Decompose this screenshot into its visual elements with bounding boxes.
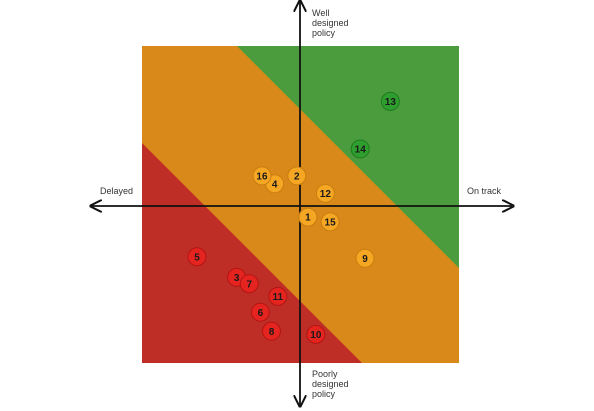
marker-circle: [187, 247, 207, 267]
marker-11: 11: [268, 286, 288, 306]
green-zone: [237, 46, 459, 268]
marker-label: 8: [269, 327, 275, 338]
marker-circle: [261, 321, 281, 341]
marker-9: 9: [355, 248, 375, 268]
marker-label: 10: [310, 330, 322, 341]
marker-label: 1: [305, 213, 311, 224]
red-zone: [142, 143, 362, 363]
marker-label: 6: [258, 308, 264, 319]
marker-circle: [298, 207, 318, 227]
marker-circle: [268, 286, 288, 306]
marker-circle: [315, 183, 335, 203]
marker-5: 5: [187, 247, 207, 267]
marker-8: 8: [261, 321, 281, 341]
marker-2: 2: [287, 166, 307, 186]
marker-circle: [350, 139, 370, 159]
marker-label: 12: [320, 189, 332, 200]
marker-label: 16: [256, 171, 268, 182]
marker-10: 10: [306, 324, 326, 344]
marker-circle: [380, 91, 400, 111]
axis-label-top: Well designed policy: [312, 8, 349, 38]
axis-label-left: Delayed: [100, 186, 134, 196]
marker-7: 7: [239, 274, 259, 294]
marker-label: 4: [272, 179, 278, 190]
marker-1: 1: [298, 207, 318, 227]
marker-label: 3: [234, 273, 240, 284]
marker-12: 12: [315, 183, 335, 203]
marker-circle: [320, 212, 340, 232]
axis-label-right: On track: [467, 186, 502, 196]
marker-15: 15: [320, 212, 340, 232]
marker-label: 13: [385, 97, 397, 108]
marker-14: 14: [350, 139, 370, 159]
marker-circle: [287, 166, 307, 186]
axis-label-bottom: Poorly designed policy: [312, 369, 349, 399]
marker-label: 2: [294, 171, 300, 182]
marker-circle: [250, 302, 270, 322]
marker-label: 5: [194, 252, 200, 263]
marker-label: 15: [325, 217, 337, 228]
marker-circle: [239, 274, 259, 294]
marker-label: 7: [246, 279, 252, 290]
marker-circle: [355, 248, 375, 268]
marker-13: 13: [380, 91, 400, 111]
marker-label: 11: [273, 292, 284, 303]
marker-16: 16: [252, 166, 272, 186]
marker-label: 9: [362, 254, 368, 265]
marker-circle: [306, 324, 326, 344]
marker-6: 6: [250, 302, 270, 322]
marker-circle: [252, 166, 272, 186]
marker-label: 14: [355, 145, 367, 156]
